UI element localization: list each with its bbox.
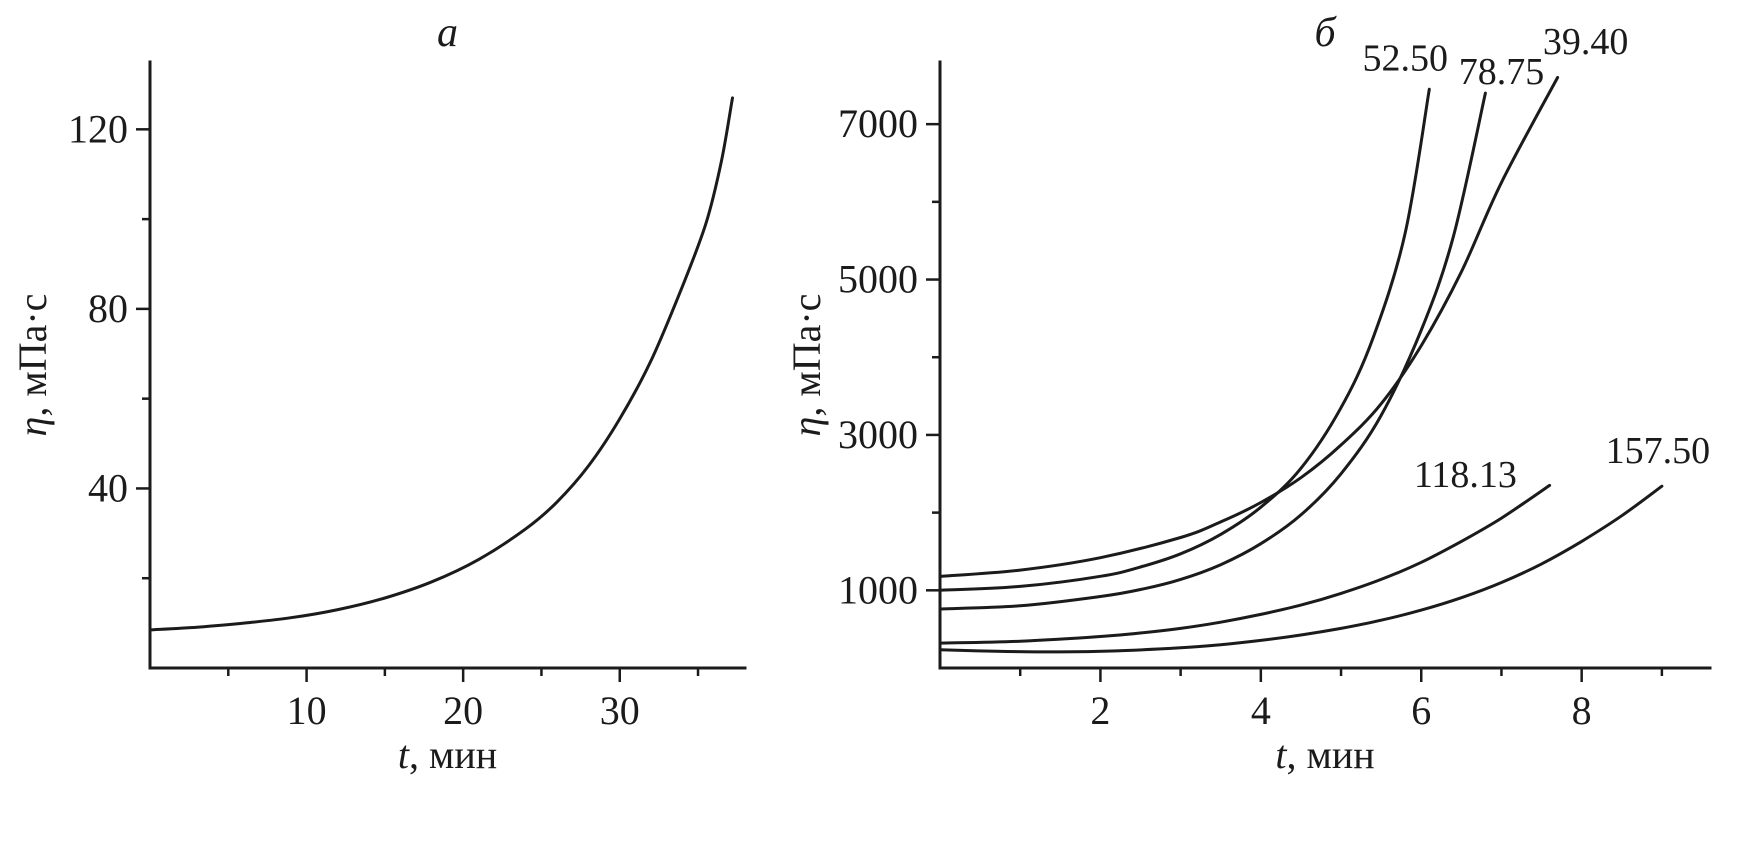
x-tick-label: 30 (600, 688, 640, 733)
curve-label-shear-rate-118.13: 118.13 (1414, 454, 1517, 496)
y-axis-label: η, мПа·с (790, 294, 829, 437)
x-tick-label: 6 (1411, 688, 1431, 733)
curve-shear-rate-118.13 (938, 483, 1552, 645)
y-tick-label: 7000 (838, 101, 918, 146)
y-axis-label: η, мПа·с (10, 294, 55, 437)
y-tick-label: 120 (68, 106, 128, 151)
curve-shear-rate-39.40 (938, 76, 1560, 578)
curve-label-shear-rate-39.40: 39.40 (1543, 21, 1629, 63)
x-tick-label: 2 (1090, 688, 1110, 733)
chart-panel-a: 10 20 30 40 80 120 t, мин η, мПа·с а (0, 0, 790, 859)
x-tick-label: 20 (443, 688, 483, 733)
axis-lines (938, 60, 1712, 670)
x-axis-label: t, мин (1275, 732, 1374, 777)
curve-viscosity-vs-time (148, 96, 734, 632)
y-tick-label: 80 (88, 286, 128, 331)
chart-panel-b: 2 4 6 8 1000 3000 5000 7000 t, мин η, мПа·с б 39.40… (790, 0, 1758, 859)
panel-title: б (1314, 10, 1337, 56)
curve-label-shear-rate-157.50: 157.50 (1606, 430, 1711, 472)
y-tick-label: 3000 (838, 412, 918, 457)
x-tick-label: 8 (1572, 688, 1592, 733)
curve-shear-rate-52.50 (938, 87, 1431, 592)
x-axis-label: t, мин (398, 732, 497, 777)
curve-label-shear-rate-52.50: 52.50 (1362, 38, 1448, 80)
y-tick-label: 40 (88, 465, 128, 510)
axis-lines (148, 60, 747, 670)
curve-label-shear-rate-78.75: 78.75 (1459, 51, 1545, 93)
y-tick-label: 1000 (838, 567, 918, 612)
panel-title: а (437, 10, 458, 56)
x-tick-label: 4 (1251, 688, 1271, 733)
chart-a-canvas: 10 20 30 40 80 120 t, мин η, мПа·с а (10, 10, 747, 777)
curve-shear-rate-78.75 (938, 91, 1487, 611)
curve-shear-rate-157.50 (938, 484, 1664, 654)
chart-b-canvas: 2 4 6 8 1000 3000 5000 7000 t, мин η, мПа·с б 39.40… (790, 10, 1712, 777)
x-tick-label: 10 (287, 688, 327, 733)
y-tick-label: 5000 (838, 257, 918, 302)
